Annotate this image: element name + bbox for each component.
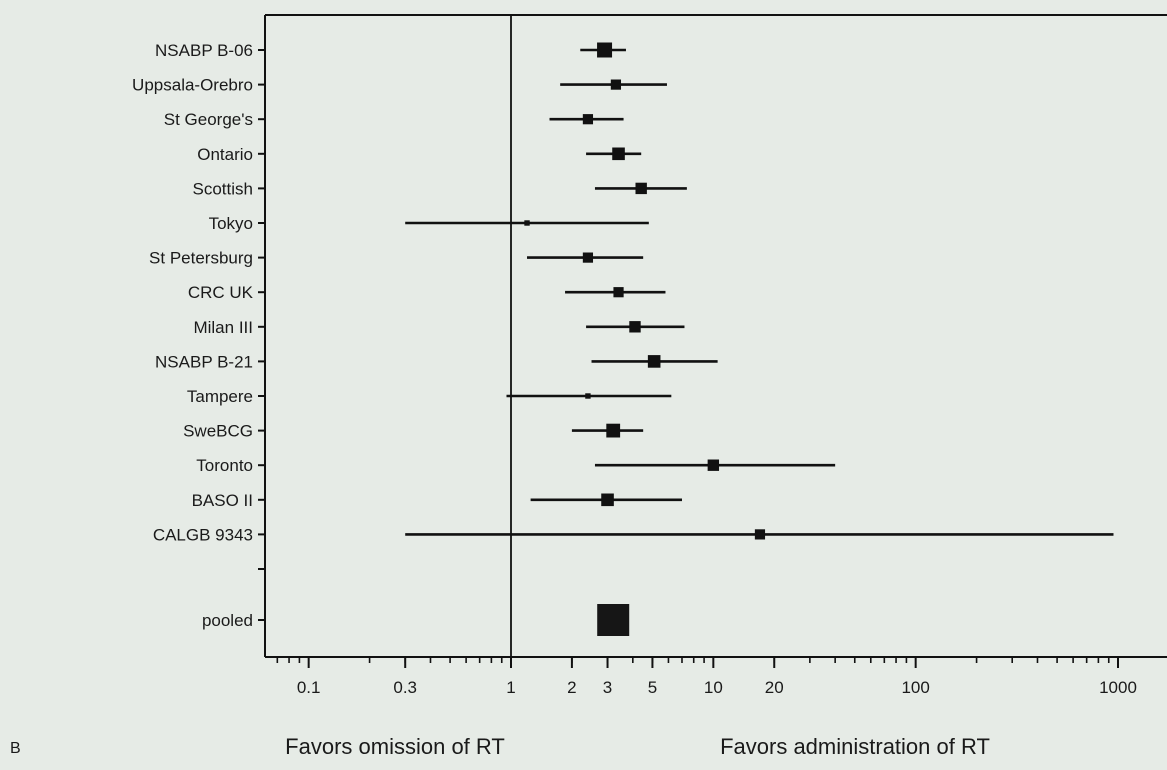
point-estimate: [613, 287, 624, 298]
study-label: SweBCG: [183, 422, 253, 441]
pooled-row: pooled: [202, 604, 630, 636]
x-tick-label: 0.1: [297, 678, 321, 697]
study-row: NSABP B-06: [155, 41, 626, 60]
point-estimate: [524, 220, 530, 226]
study-label: Ontario: [197, 145, 253, 164]
point-estimate: [585, 393, 591, 399]
x-tick-label: 3: [603, 678, 612, 697]
x-tick-label: 2: [567, 678, 576, 697]
point-estimate: [647, 355, 661, 368]
study-rows: NSABP B-06 Uppsala-Orebro St George's Ontar…: [132, 41, 1114, 570]
point-estimate: [610, 79, 622, 90]
point-estimate: [635, 182, 647, 195]
study-label: CRC UK: [188, 283, 254, 302]
study-row: SweBCG: [183, 422, 644, 441]
x-tick-label: 5: [648, 678, 657, 697]
study-row: St Petersburg: [149, 249, 644, 268]
study-row: Milan III: [193, 318, 685, 337]
study-label: Uppsala-Orebro: [132, 76, 253, 95]
study-row: Toronto: [196, 456, 836, 475]
study-label: St George's: [164, 110, 253, 129]
point-estimate: [707, 459, 720, 471]
x-tick-label: 20: [765, 678, 784, 697]
pooled-estimate: [597, 604, 630, 636]
panel-label: B: [10, 740, 21, 757]
favor-administration-label: Favors administration of RT: [720, 734, 990, 759]
study-row: St George's: [164, 110, 624, 129]
plot-frame: [264, 14, 1167, 658]
x-tick-label: 1000: [1099, 678, 1137, 697]
point-estimate: [582, 114, 594, 125]
point-estimate: [597, 42, 613, 58]
x-tick-label: 100: [901, 678, 929, 697]
x-axis: 0.1 0.3 1 2 3 5 10 20 100 1000: [276, 657, 1137, 697]
pooled-label: pooled: [202, 611, 253, 630]
study-label: Toronto: [196, 456, 253, 475]
x-tick-label: 0.3: [393, 678, 417, 697]
study-row: BASO II: [192, 491, 682, 510]
study-label: Milan III: [193, 318, 253, 337]
study-row: Tokyo: [209, 214, 649, 233]
study-label: St Petersburg: [149, 249, 253, 268]
study-label: NSABP B-06: [155, 41, 253, 60]
study-label: Tokyo: [209, 214, 253, 233]
study-label: NSABP B-21: [155, 352, 253, 371]
study-row: Uppsala-Orebro: [132, 76, 667, 95]
study-row: NSABP B-21: [155, 352, 718, 371]
favor-omission-label: Favors omission of RT: [285, 734, 505, 759]
point-estimate: [606, 423, 621, 438]
study-row: CALGB 9343: [153, 525, 1114, 544]
point-estimate: [601, 493, 614, 507]
x-tick-label: 10: [704, 678, 723, 697]
study-label: CALGB 9343: [153, 525, 253, 544]
point-estimate: [629, 321, 641, 333]
study-row: Tampere: [187, 387, 672, 406]
study-label: Tampere: [187, 387, 253, 406]
point-estimate: [612, 147, 625, 161]
point-estimate: [754, 529, 766, 540]
point-estimate: [582, 252, 594, 263]
study-row: Ontario: [197, 145, 642, 164]
x-tick-label: 1: [506, 678, 515, 697]
study-label: Scottish: [193, 179, 253, 198]
study-row: CRC UK: [188, 283, 666, 302]
study-row: Scottish: [193, 179, 687, 198]
study-label: BASO II: [192, 491, 253, 510]
